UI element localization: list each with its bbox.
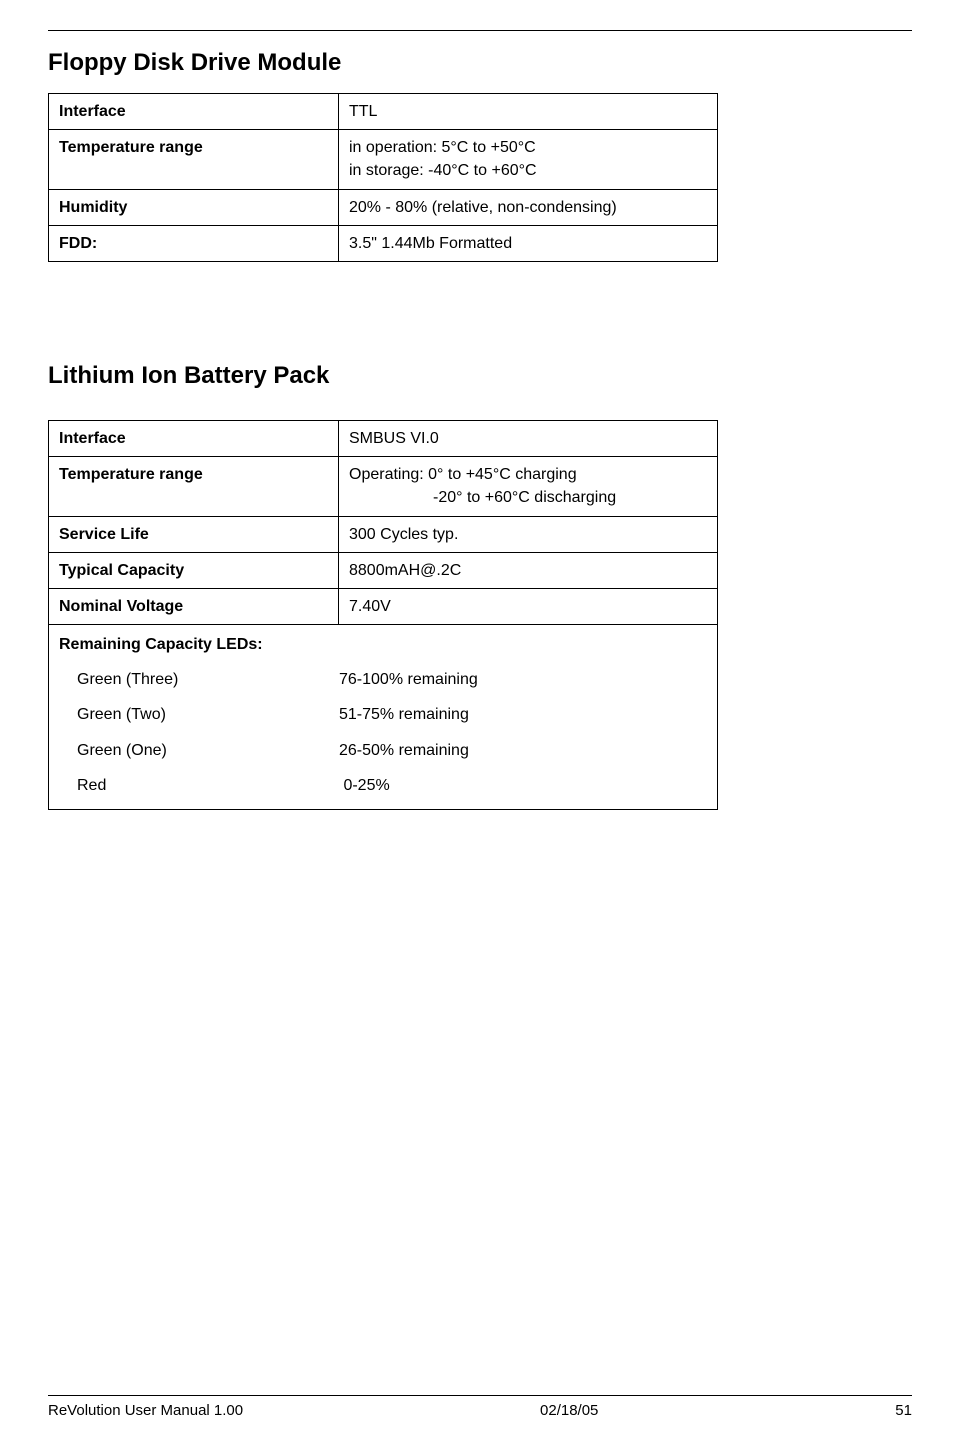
footer-left: ReVolution User Manual 1.00: [48, 1402, 243, 1419]
spec-label: Temperature range: [49, 457, 339, 516]
table-row: Temperature range Operating: 0° to +45°C…: [49, 457, 718, 516]
led-name: Green (Three): [77, 668, 339, 691]
spec-label: Humidity: [49, 189, 339, 225]
led-cell: Remaining Capacity LEDs: Green (Three) 7…: [49, 625, 718, 810]
spec-value: 20% - 80% (relative, non-condensing): [339, 189, 718, 225]
spec-value: 7.40V: [339, 588, 718, 624]
page-footer: ReVolution User Manual 1.00 02/18/05 51: [48, 1395, 912, 1419]
battery-table: Interface SMBUS VI.0 Temperature range O…: [48, 420, 718, 810]
spec-label: Interface: [49, 94, 339, 130]
led-value: 51-75% remaining: [339, 703, 469, 726]
spec-label: FDD:: [49, 225, 339, 261]
led-row: Green (Two) 51-75% remaining: [59, 703, 707, 726]
floppy-table: Interface TTL Temperature range in opera…: [48, 93, 718, 262]
spec-value: Operating: 0° to +45°C charging -20° to …: [339, 457, 718, 516]
section1-title: Floppy Disk Drive Module: [48, 49, 912, 77]
table-row: Remaining Capacity LEDs: Green (Three) 7…: [49, 625, 718, 810]
led-value: 0-25%: [339, 774, 390, 797]
led-name: Red: [77, 774, 339, 797]
spec-label: Nominal Voltage: [49, 588, 339, 624]
table-row: Typical Capacity 8800mAH@.2C: [49, 552, 718, 588]
footer-right: 51: [895, 1402, 912, 1419]
led-value: 26-50% remaining: [339, 739, 469, 762]
page-body: Floppy Disk Drive Module Interface TTL T…: [0, 0, 960, 810]
spec-label: Service Life: [49, 516, 339, 552]
spec-value: TTL: [339, 94, 718, 130]
spec-label: Typical Capacity: [49, 552, 339, 588]
spec-value: 8800mAH@.2C: [339, 552, 718, 588]
table-row: Temperature range in operation: 5°C to +…: [49, 130, 718, 189]
table-row: Interface SMBUS VI.0: [49, 420, 718, 456]
led-row: Green (Three) 76-100% remaining: [59, 668, 707, 691]
temp-line1: Operating: 0° to +45°C charging: [349, 466, 577, 483]
footer-center: 02/18/05: [540, 1402, 598, 1419]
led-value: 76-100% remaining: [339, 668, 478, 691]
table-row: Nominal Voltage 7.40V: [49, 588, 718, 624]
spec-label: Interface: [49, 420, 339, 456]
temp-line2: -20° to +60°C discharging: [433, 489, 616, 506]
led-name: Green (One): [77, 739, 339, 762]
table-row: FDD: 3.5" 1.44Mb Formatted: [49, 225, 718, 261]
led-header: Remaining Capacity LEDs:: [59, 633, 707, 656]
table-row: Humidity 20% - 80% (relative, non-conden…: [49, 189, 718, 225]
spec-value: 300 Cycles typ.: [339, 516, 718, 552]
led-name: Green (Two): [77, 703, 339, 726]
spec-value: in operation: 5°C to +50°C in storage: -…: [339, 130, 718, 189]
top-rule: [48, 30, 912, 31]
led-row: Green (One) 26-50% remaining: [59, 739, 707, 762]
led-row: Red 0-25%: [59, 774, 707, 797]
spec-label: Temperature range: [49, 130, 339, 189]
spec-value: SMBUS VI.0: [339, 420, 718, 456]
table-row: Interface TTL: [49, 94, 718, 130]
table-row: Service Life 300 Cycles typ.: [49, 516, 718, 552]
section2-title: Lithium Ion Battery Pack: [48, 362, 912, 390]
spec-value: 3.5" 1.44Mb Formatted: [339, 225, 718, 261]
